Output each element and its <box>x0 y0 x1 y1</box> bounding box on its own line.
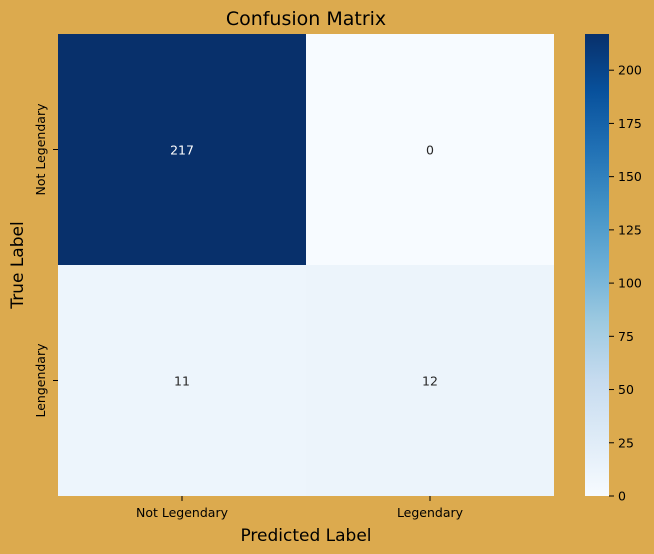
colorbar-tick-label: 0 <box>618 489 626 504</box>
heatmap-cell <box>306 265 554 496</box>
colorbar-scale <box>585 34 609 496</box>
x-tick-label: Not Legendary <box>136 505 229 520</box>
cell-value-label: 12 <box>422 374 438 389</box>
y-axis-ticks: Not Legendary Lengendary <box>33 103 58 418</box>
cell-value-label: 0 <box>426 143 434 158</box>
x-axis-ticks: Not Legendary Legendary <box>136 496 464 520</box>
colorbar-ticks: 0 25 50 75 100 125 150 175 200 <box>609 63 642 504</box>
heatmap-cell <box>58 34 306 265</box>
heatmap-cells: 217 0 11 12 <box>58 34 554 496</box>
colorbar-tick-label: 125 <box>618 222 642 237</box>
x-axis-label: Predicted Label <box>240 526 371 546</box>
colorbar-tick-label: 25 <box>618 435 634 450</box>
colorbar-tick-label: 200 <box>618 63 642 78</box>
y-tick-label: Not Legendary <box>33 103 48 196</box>
y-tick-label: Lengendary <box>33 343 48 418</box>
y-axis-label: True Label <box>8 221 28 309</box>
heatmap-cell <box>58 265 306 496</box>
heatmap-cell <box>306 34 554 265</box>
colorbar-tick-label: 50 <box>618 382 634 397</box>
x-tick-label: Legendary <box>397 505 464 520</box>
cell-value-label: 217 <box>170 143 194 158</box>
cell-value-label: 11 <box>174 374 190 389</box>
colorbar: 0 25 50 75 100 125 150 175 200 <box>585 34 642 504</box>
colorbar-tick-label: 175 <box>618 116 642 131</box>
colorbar-tick-label: 75 <box>618 329 634 344</box>
colorbar-tick-label: 150 <box>618 169 642 184</box>
chart-title: Confusion Matrix <box>226 8 386 30</box>
colorbar-tick-label: 100 <box>618 276 642 291</box>
